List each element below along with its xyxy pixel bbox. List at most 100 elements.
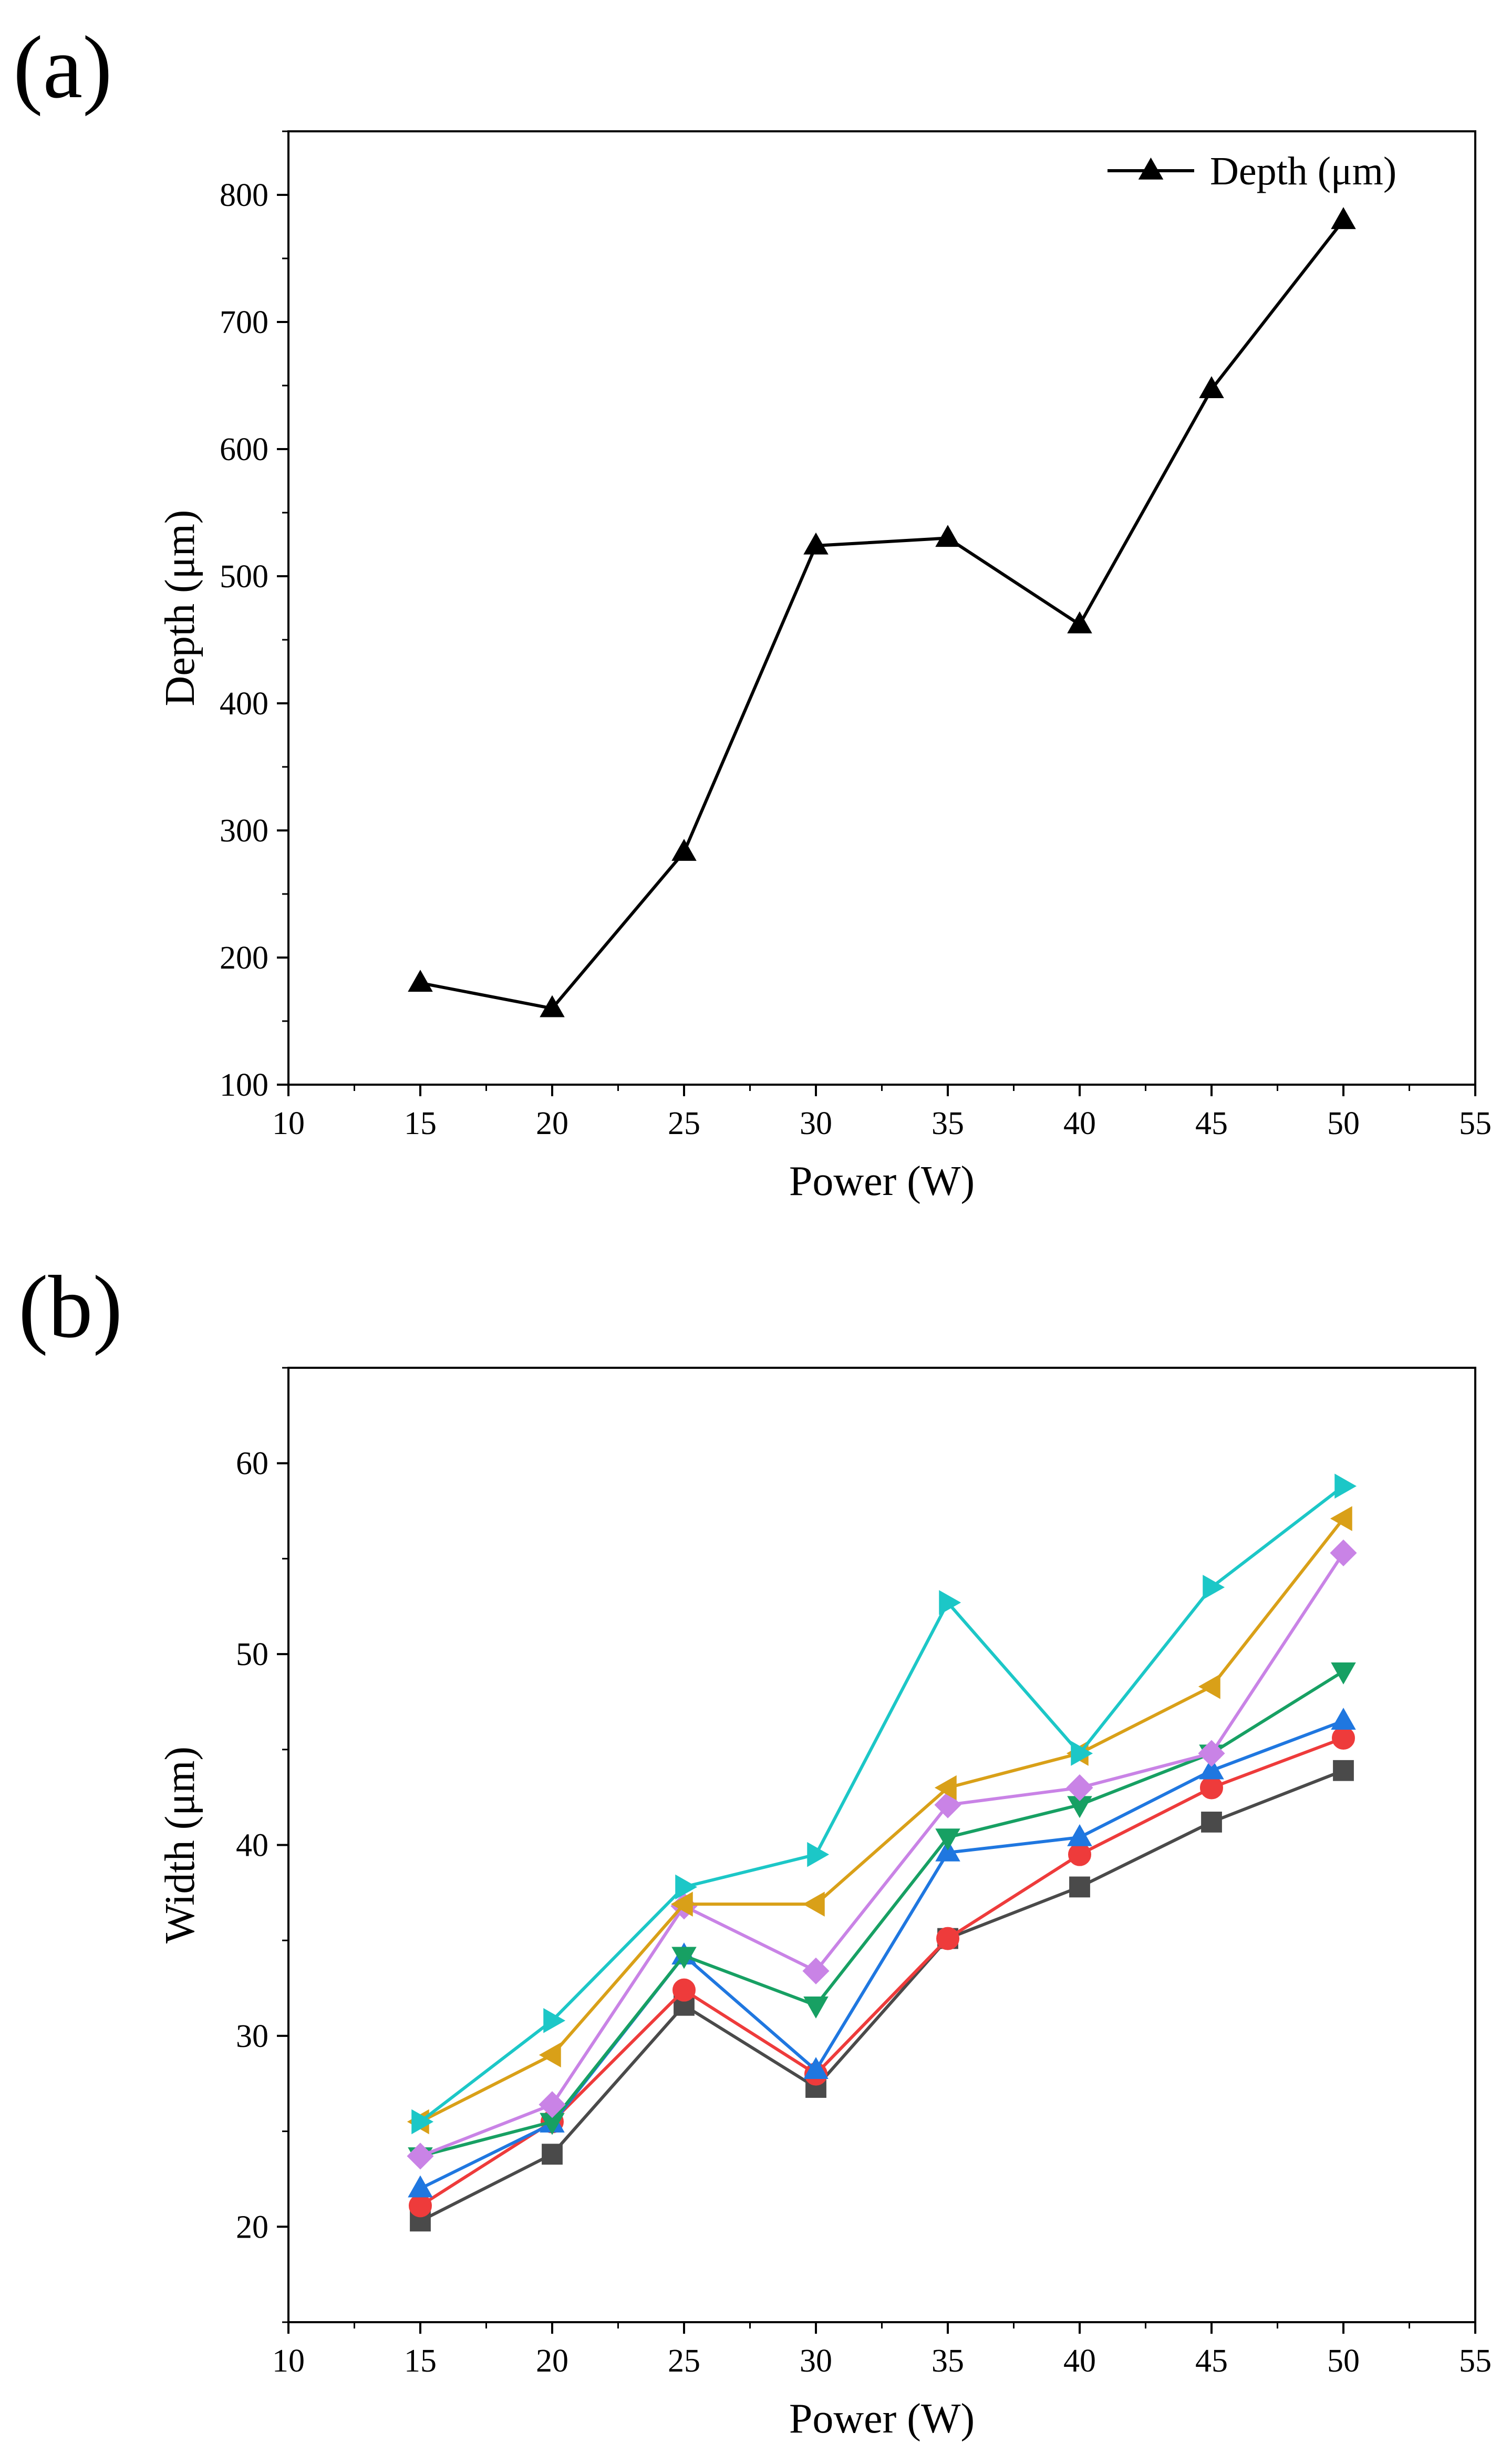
data-point [936, 1927, 959, 1950]
x-tick-label: 10 [272, 1106, 305, 1141]
plot-frame [287, 130, 1476, 1086]
x-tick-label: 45 [1195, 1106, 1228, 1141]
data-point [1067, 611, 1092, 633]
y-tick-label: 800 [220, 178, 268, 213]
data-point [1333, 1760, 1354, 1781]
x-tick-label: 25 [668, 1106, 700, 1141]
x-tick-label: 15 [404, 1106, 437, 1141]
data-point [1198, 1740, 1225, 1767]
data-point [543, 2008, 566, 2033]
data-point [1200, 1776, 1223, 1800]
data-point [542, 2144, 563, 2165]
legend-marker [1138, 157, 1164, 180]
series-line [419, 1737, 1344, 2207]
y-tick-label: 40 [236, 1828, 268, 1864]
legend-label: Depth (μm) [1210, 149, 1396, 193]
data-point [1199, 376, 1224, 399]
data-point [939, 1590, 961, 1615]
series-1 [408, 207, 1356, 1017]
y-tick-label: 700 [220, 305, 268, 340]
data-point [672, 1978, 696, 2002]
data-point [1331, 1662, 1356, 1685]
x-tick-label: 25 [668, 2343, 700, 2379]
y-tick-label: 30 [236, 2019, 268, 2054]
series-line [419, 1484, 1344, 2123]
x-tick-label: 55 [1459, 1106, 1492, 1141]
data-point [1331, 1708, 1356, 1730]
data-point [1203, 1575, 1225, 1600]
series-1 [410, 1760, 1354, 2232]
y-tick-label: 300 [220, 813, 268, 849]
data-point [1330, 1506, 1352, 1531]
series-line [419, 1552, 1345, 2158]
chart-width: 10 15 20 25 30 35 40 45 50 55 20 30 40 50 60 Power (W) W… [157, 1367, 1492, 2442]
data-point [803, 1997, 829, 2019]
data-point [803, 2057, 829, 2080]
y-tick-label: 60 [236, 1446, 268, 1482]
series-line [419, 1769, 1344, 2223]
data-point [409, 2194, 432, 2218]
x-tick-label: 10 [272, 2343, 305, 2379]
data-point [1198, 1674, 1220, 1699]
x-axis-title: Power (W) [789, 2396, 975, 2442]
y-axis-title: Width (μm) [157, 1746, 203, 1943]
x-tick-label: 15 [404, 2343, 437, 2379]
data-point [408, 2175, 433, 2198]
data-point [1330, 1539, 1357, 1567]
x-tick-label: 20 [536, 2343, 568, 2379]
data-point [1201, 1811, 1222, 1833]
y-tick-label: 400 [220, 686, 268, 722]
y-tick-label: 100 [220, 1067, 268, 1103]
y-axis-title: Depth (μm) [157, 510, 203, 706]
x-tick-label: 35 [932, 1106, 964, 1141]
panel-a-label: (a) [13, 18, 112, 117]
x-tick-label: 45 [1195, 2343, 1228, 2379]
x-axis-title: Power (W) [789, 1158, 975, 1204]
data-point [408, 970, 433, 992]
x-tick-label: 40 [1063, 2343, 1096, 2379]
y-tick-label: 500 [220, 559, 268, 595]
legend: Depth (μm) [1108, 149, 1396, 193]
data-point [539, 2042, 561, 2068]
data-point [1068, 1843, 1091, 1866]
data-point [670, 1891, 693, 1917]
x-tick-label: 55 [1459, 2343, 1492, 2379]
data-point [807, 1842, 830, 1867]
data-point [934, 1775, 957, 1801]
data-point [934, 1791, 961, 1818]
x-tick-label: 40 [1063, 1106, 1096, 1141]
data-point [671, 839, 697, 861]
y-tick-label: 600 [220, 432, 268, 467]
data-point [540, 995, 565, 1017]
x-tick-label: 50 [1327, 2343, 1360, 2379]
x-tick-label: 35 [932, 2343, 964, 2379]
y-tick-label: 200 [220, 940, 268, 976]
data-point [1067, 1824, 1092, 1846]
data-point [935, 1828, 960, 1851]
data-point [802, 1891, 825, 1917]
data-point [1071, 1741, 1093, 1766]
x-tick-label: 30 [800, 1106, 832, 1141]
x-tick-label: 20 [536, 1106, 568, 1141]
data-point [1069, 1876, 1090, 1898]
series-line [420, 219, 1345, 1010]
data-point [671, 1947, 697, 1969]
data-point [1066, 1774, 1093, 1802]
data-point [802, 1957, 830, 1984]
chart-depth: 10 15 20 25 30 35 40 45 50 55 100 200 300 400 500 600 70… [157, 130, 1492, 1204]
data-point [675, 1874, 698, 1900]
data-point [935, 525, 960, 547]
data-point [1334, 1473, 1357, 1499]
data-point [1199, 1757, 1224, 1780]
series-line [420, 1670, 1344, 2158]
series-7 [411, 1473, 1357, 2135]
series-5 [407, 1539, 1357, 2170]
data-point [1332, 1726, 1355, 1750]
data-point [1331, 207, 1356, 230]
panel-b-label: (b) [18, 1257, 122, 1356]
x-tick-label: 50 [1327, 1106, 1360, 1141]
data-point [411, 2109, 434, 2135]
y-tick-label: 20 [236, 2209, 268, 2245]
series-4 [408, 1662, 1356, 2169]
